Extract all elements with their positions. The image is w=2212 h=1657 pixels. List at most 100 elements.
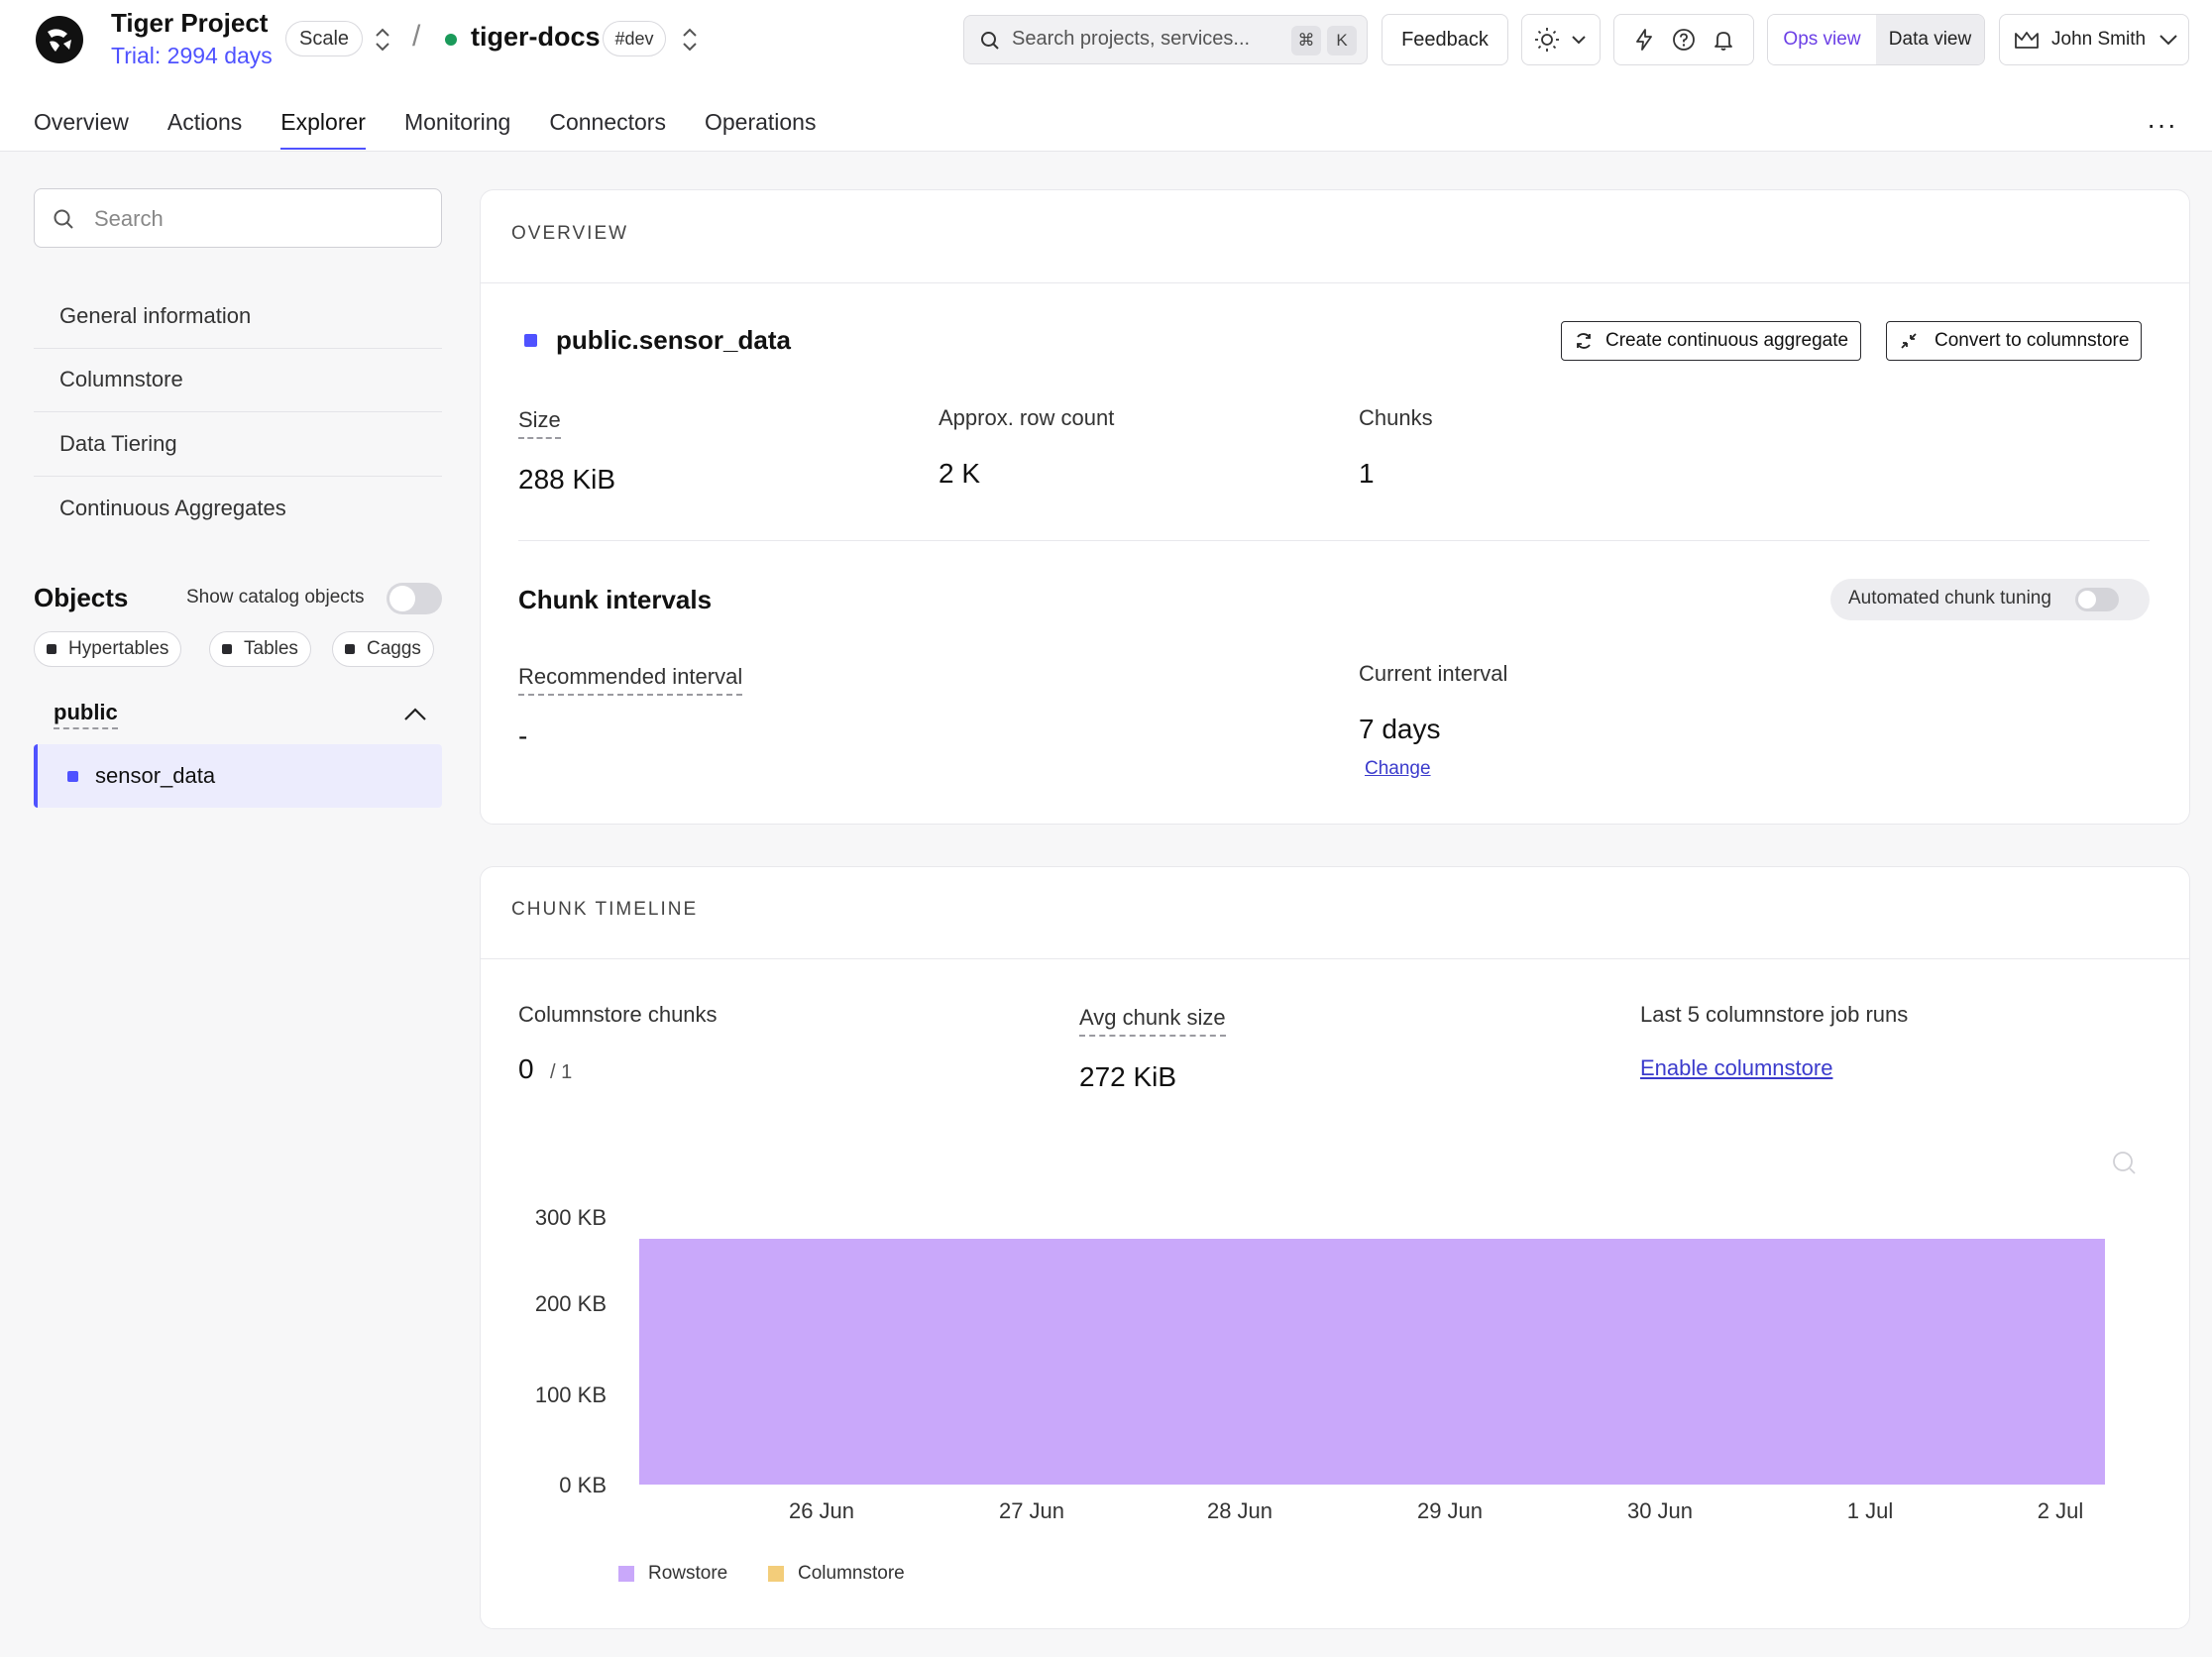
row-count-label: Approx. row count xyxy=(939,405,1115,430)
crown-icon xyxy=(2015,32,2039,49)
service-switcher-chevron-icon[interactable] xyxy=(680,26,700,54)
objects-title: Objects xyxy=(34,583,129,612)
filter-chip-tables[interactable]: Tables xyxy=(209,631,311,667)
chunks-value: 1 xyxy=(1359,458,1375,489)
sidebar-item-label: Data Tiering xyxy=(59,431,177,456)
rowstore-chunk-bar[interactable] xyxy=(639,1239,2105,1485)
filter-chip-caggs[interactable]: Caggs xyxy=(332,631,434,667)
chip-label: Caggs xyxy=(367,638,421,659)
schema-public-label[interactable]: public xyxy=(54,700,118,729)
create-continuous-aggregate-label: Create continuous aggregate xyxy=(1605,330,1849,351)
automated-chunk-tuning-label: Automated chunk tuning xyxy=(1848,588,2051,608)
show-catalog-toggle[interactable] xyxy=(387,583,442,614)
trial-days[interactable]: Trial: 2994 days xyxy=(111,43,273,68)
filter-chip-hypertables[interactable]: Hypertables xyxy=(34,631,182,667)
sidebar-item-data-tiering[interactable]: Data Tiering xyxy=(34,413,442,477)
enable-columnstore-link[interactable]: Enable columnstore xyxy=(1640,1055,1833,1080)
convert-to-columnstore-label: Convert to columnstore xyxy=(1935,330,2130,351)
legend-columnstore-label[interactable]: Columnstore xyxy=(798,1563,905,1584)
tree-item-sensor-data[interactable]: sensor_data xyxy=(34,744,442,808)
legend-columnstore-swatch xyxy=(768,1566,784,1582)
ops-view-tab[interactable]: Ops view xyxy=(1768,15,1876,64)
zoom-reset-icon[interactable] xyxy=(2111,1150,2137,1175)
sidebar-item-general-information[interactable]: General information xyxy=(34,285,442,349)
sidebar-item-columnstore[interactable]: Columnstore xyxy=(34,349,442,412)
table-name-title: public.sensor_data xyxy=(556,325,791,355)
sidebar-item-label: Columnstore xyxy=(59,367,183,391)
recommended-interval-value: - xyxy=(518,720,528,751)
feedback-button[interactable]: Feedback xyxy=(1382,14,1508,65)
bell-icon[interactable] xyxy=(1712,28,1735,52)
tree-item-label: sensor_data xyxy=(95,763,216,788)
size-label[interactable]: Size xyxy=(518,407,561,439)
env-badge[interactable]: #dev xyxy=(603,21,666,56)
overview-card xyxy=(480,189,2190,825)
tab-explorer[interactable]: Explorer xyxy=(280,109,366,150)
chevron-up-icon[interactable] xyxy=(400,700,430,729)
chevron-down-icon xyxy=(2159,35,2177,46)
avg-chunk-size-label[interactable]: Avg chunk size xyxy=(1079,1005,1226,1037)
global-search-input[interactable]: Search projects, services... ⌘ K xyxy=(963,15,1368,64)
current-interval-value: 7 days xyxy=(1359,714,1441,744)
hypertable-icon xyxy=(524,334,537,347)
user-menu-button[interactable]: John Smith xyxy=(1999,14,2189,65)
view-switcher: Ops view Data view xyxy=(1767,14,1985,65)
header-icon-group xyxy=(1613,14,1754,65)
tab-connectors[interactable]: Connectors xyxy=(549,109,666,135)
theme-toggle-button[interactable] xyxy=(1521,14,1601,65)
chip-square-icon xyxy=(47,644,56,654)
tiger-logo-icon[interactable] xyxy=(34,14,85,65)
x-tick-label: 28 Jun xyxy=(1207,1498,1272,1523)
search-icon xyxy=(981,32,999,50)
tab-actions[interactable]: Actions xyxy=(166,109,243,135)
x-tick-label: 2 Jul xyxy=(2038,1498,2083,1523)
chip-square-icon xyxy=(345,644,355,654)
avg-chunk-size-value: 272 KiB xyxy=(1079,1061,1177,1092)
x-tick-label: 27 Jun xyxy=(999,1498,1064,1523)
y-tick-label: 100 KB xyxy=(535,1382,607,1407)
plan-badge[interactable]: Scale xyxy=(285,21,363,56)
x-tick-label: 29 Jun xyxy=(1417,1498,1483,1523)
row-count-value: 2 K xyxy=(939,458,981,489)
create-continuous-aggregate-button[interactable]: Create continuous aggregate xyxy=(1561,321,1862,361)
project-switcher-chevron-icon[interactable] xyxy=(373,26,392,54)
automated-chunk-tuning-toggle[interactable] xyxy=(2075,588,2119,611)
tab-overview[interactable]: Overview xyxy=(34,109,129,135)
last-job-runs-label: Last 5 columnstore job runs xyxy=(1640,1002,1909,1027)
more-options-icon[interactable]: ··· xyxy=(2147,109,2177,140)
search-icon xyxy=(54,209,73,229)
show-catalog-label: Show catalog objects xyxy=(186,587,365,608)
project-name[interactable]: Tiger Project xyxy=(111,8,269,38)
sidebar-item-continuous-aggregates[interactable]: Continuous Aggregates xyxy=(34,478,442,541)
convert-to-columnstore-button[interactable]: Convert to columnstore xyxy=(1886,321,2143,361)
change-interval-link[interactable]: Change xyxy=(1365,758,1431,779)
service-name[interactable]: tiger-docs xyxy=(471,22,601,52)
service-status-dot xyxy=(445,34,457,46)
toggle-knob xyxy=(389,586,415,611)
size-value: 288 KiB xyxy=(518,464,616,495)
main-tabs: Overview Actions Explorer Monitoring Con… xyxy=(34,109,854,150)
sidebar-search-placeholder: Search xyxy=(94,206,164,231)
lightning-icon[interactable] xyxy=(1632,28,1656,52)
recommended-interval-label[interactable]: Recommended interval xyxy=(518,664,743,696)
tab-operations[interactable]: Operations xyxy=(704,109,817,135)
sidebar-item-label: Continuous Aggregates xyxy=(59,496,286,520)
chip-square-icon xyxy=(222,644,232,654)
legend-rowstore-label[interactable]: Rowstore xyxy=(648,1563,728,1584)
compress-icon xyxy=(1901,333,1917,349)
toggle-knob xyxy=(2078,591,2096,608)
divider xyxy=(518,540,2150,541)
tab-monitoring[interactable]: Monitoring xyxy=(403,109,511,135)
help-icon[interactable] xyxy=(1672,28,1696,52)
y-tick-label: 0 KB xyxy=(559,1473,607,1497)
columnstore-chunks-label: Columnstore chunks xyxy=(518,1002,718,1027)
breadcrumb-separator: / xyxy=(412,20,421,53)
user-name: John Smith xyxy=(2051,29,2147,50)
legend-rowstore-swatch xyxy=(618,1566,634,1582)
sidebar-item-label: General information xyxy=(59,303,252,328)
automated-chunk-tuning-control: Automated chunk tuning xyxy=(1830,579,2150,620)
divider xyxy=(481,958,2189,959)
sidebar-search-input[interactable]: Search xyxy=(34,188,442,248)
data-view-tab[interactable]: Data view xyxy=(1876,15,1984,64)
chunk-intervals-title: Chunk intervals xyxy=(518,585,713,614)
